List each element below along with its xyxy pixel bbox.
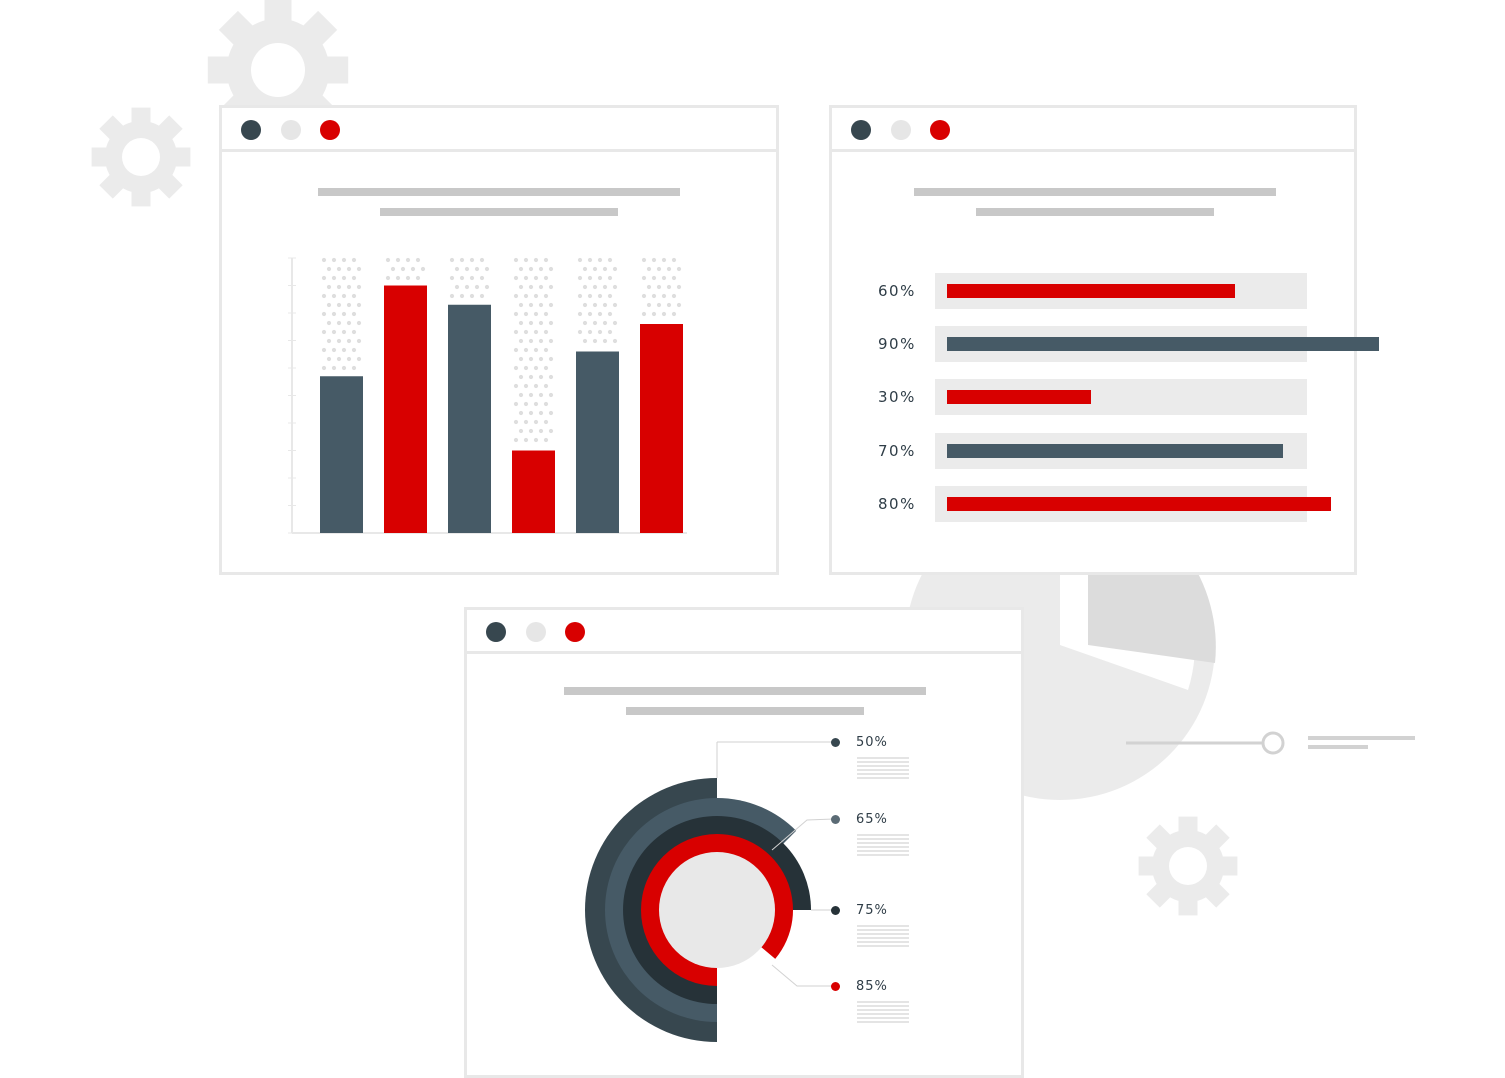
bar-chart [288,257,687,534]
bar-background [641,257,682,317]
progress-label: 30% [878,388,916,406]
window-control-dark[interactable] [241,120,261,140]
window-control-light[interactable] [891,120,911,140]
subtitle-placeholder [380,208,618,216]
title-placeholder [914,188,1276,196]
radial-chart-window: 50% 65% 75% 85% [464,607,1024,1078]
window-control-red[interactable] [320,120,340,140]
progress-label: 80% [878,495,916,513]
progress-track [935,486,1331,522]
bar [384,285,427,533]
progress-track [935,326,1379,362]
bar-background [385,257,426,281]
progress-track [935,379,1307,415]
legend-dot [831,982,840,991]
slider-icon [1126,731,1415,755]
progress-fill [947,444,1283,458]
bar [448,304,491,533]
progress-track [935,433,1307,469]
legend-label: 85% [856,979,888,994]
radial-center [659,852,775,968]
bar-background [577,257,618,344]
progress-window: 60% 90% 30% 70% 80% [829,105,1379,575]
bar [320,376,363,533]
window-control-dark[interactable] [486,622,506,642]
progress-fill [947,284,1235,298]
progress-fill [947,497,1331,511]
leader-line [771,964,834,987]
bar-chart-window [219,105,779,575]
window-titlebar [832,108,1354,152]
bar-background [449,257,490,299]
window-titlebar [222,108,776,152]
progress-track [935,273,1307,309]
legend-dot [831,906,840,915]
progress-fill [947,390,1091,404]
window-control-red[interactable] [930,120,950,140]
legend-label: 75% [856,903,888,918]
bar [576,351,619,533]
leader-line [771,818,835,851]
gear-icon [91,107,191,207]
progress-label: 90% [878,335,916,353]
title-placeholder [564,687,926,695]
progress-label: 70% [878,442,916,460]
bar [640,324,683,533]
bar [512,450,555,533]
window-control-red[interactable] [565,622,585,642]
window-control-light[interactable] [526,622,546,642]
legend-dot [831,815,840,824]
window-control-light[interactable] [281,120,301,140]
window-titlebar [467,610,1021,654]
title-placeholder [318,188,680,196]
bar-background [321,257,362,371]
radial-chart [585,741,909,1042]
window-control-dark[interactable] [851,120,871,140]
legend-label: 50% [856,735,888,750]
legend-dot [831,738,840,747]
subtitle-placeholder [976,208,1214,216]
progress-label: 60% [878,282,916,300]
gear-icon [1138,816,1238,916]
progress-fill [947,337,1379,351]
bar-background [513,257,554,443]
subtitle-placeholder [626,707,864,715]
legend-label: 65% [856,812,888,827]
